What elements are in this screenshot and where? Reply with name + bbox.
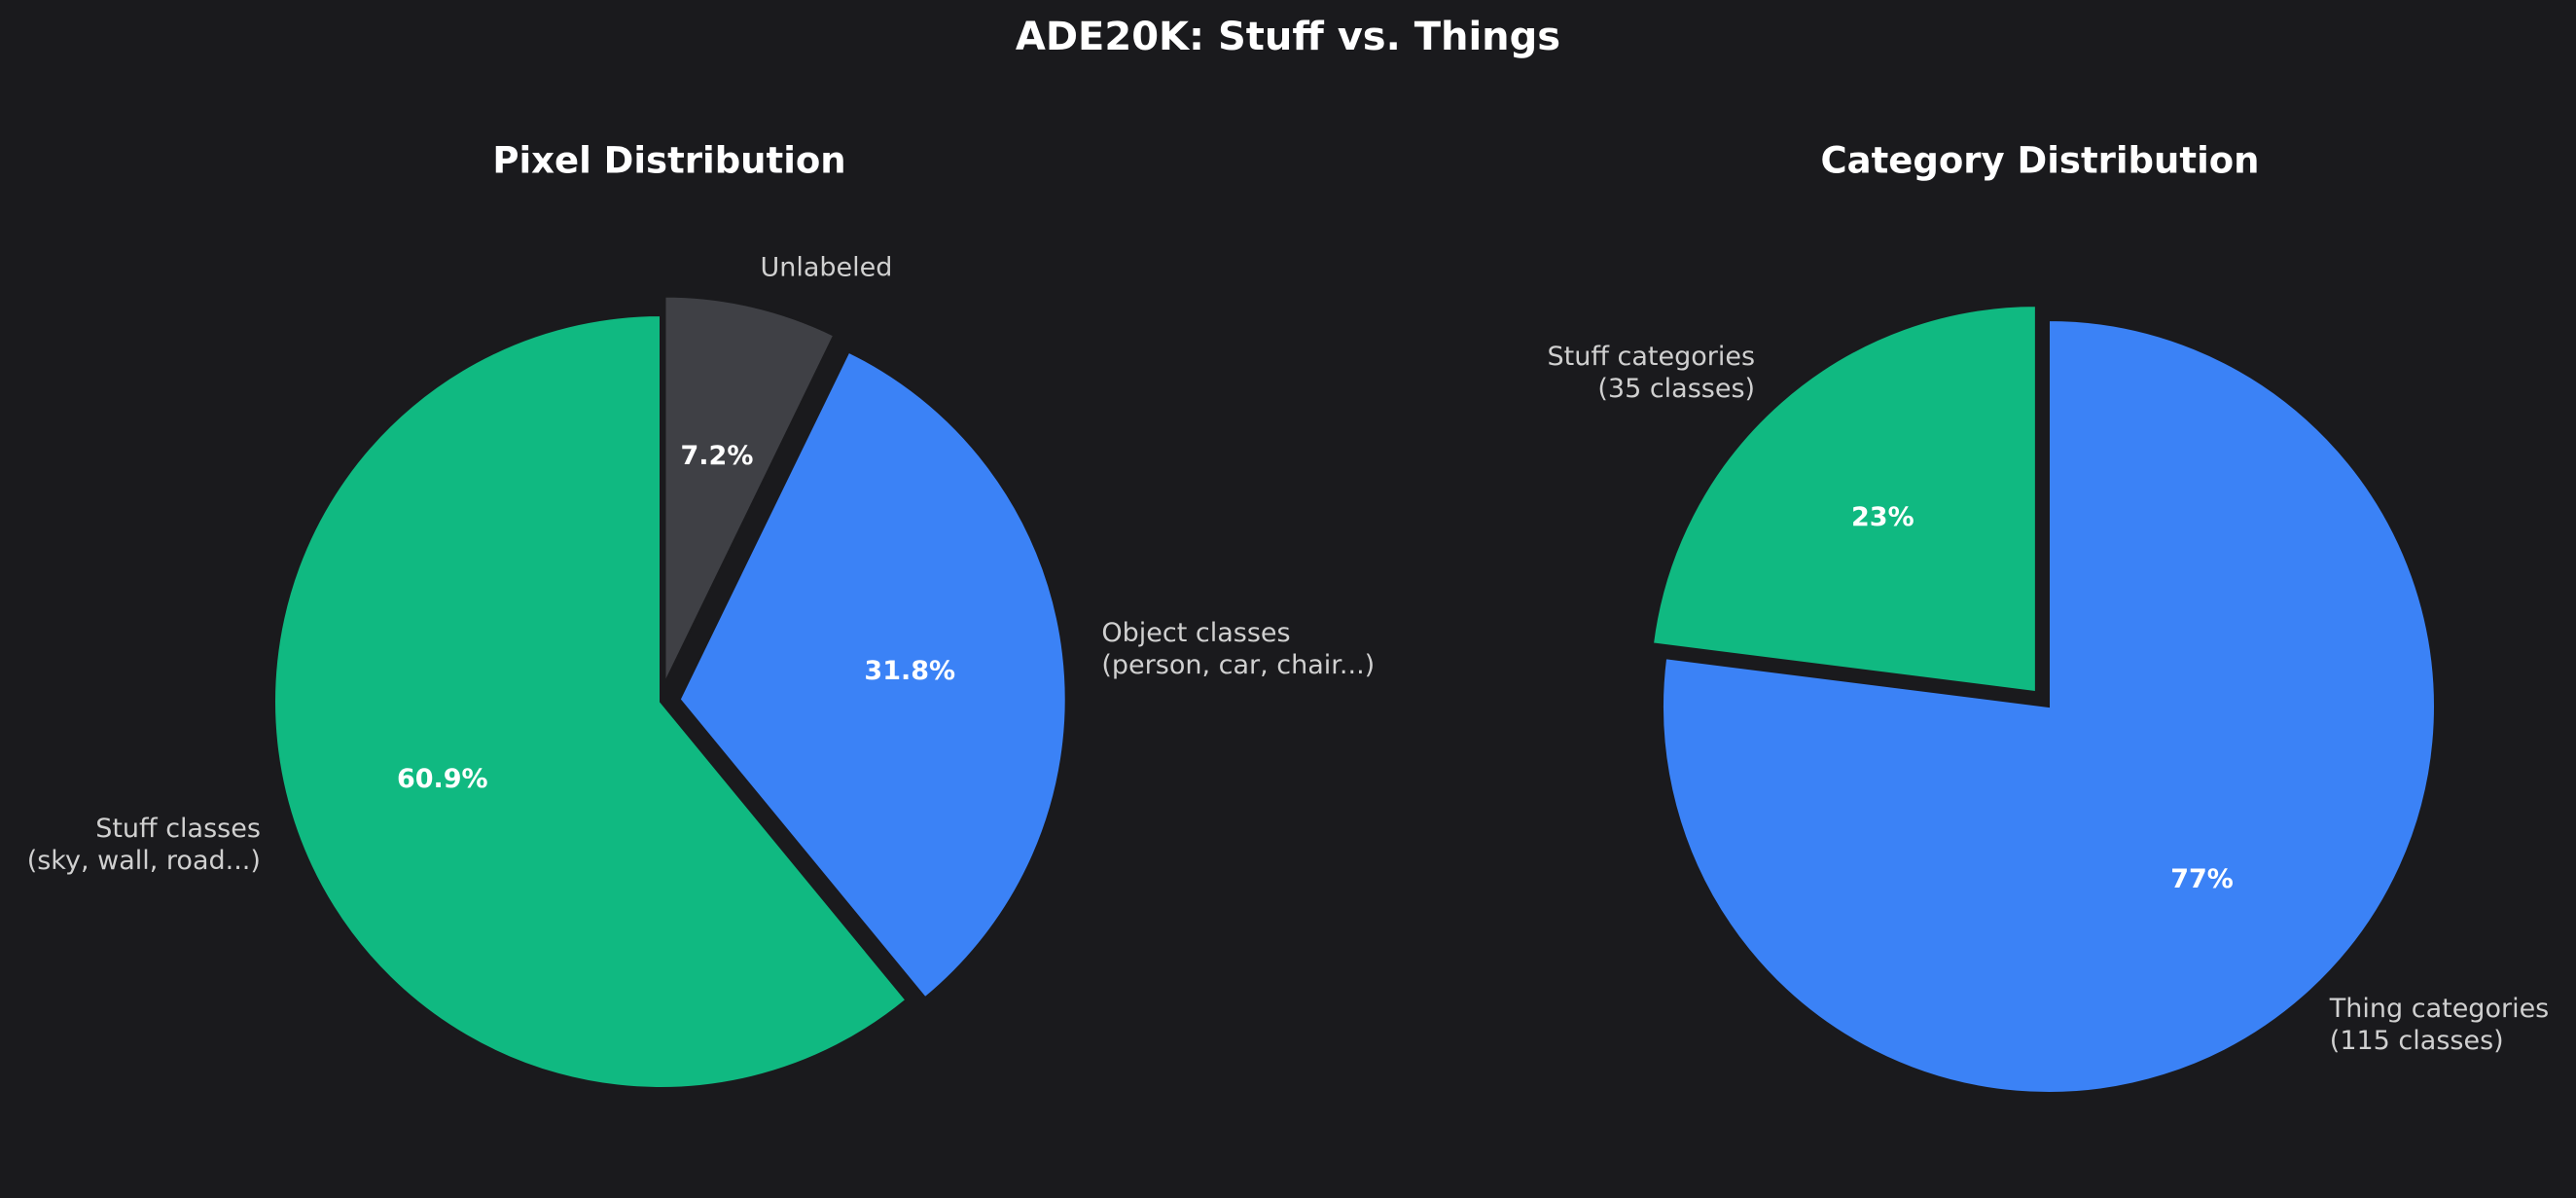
slice-percent-label: 60.9% [397,764,488,794]
pie-slice [273,313,908,1089]
slice-percent-label: 23% [1851,502,1914,532]
pie-slice [1661,318,2436,1094]
slice-category-label: Stuff categories (35 classes) [1548,342,1756,404]
slice-category-label: Thing categories (115 classes) [2329,994,2549,1056]
chart-title: Pixel Distribution [492,140,845,182]
pie-slice [1651,305,2037,694]
pie-slice [663,295,836,684]
slice-category-label: Unlabeled [760,253,892,283]
slice-category-label: Object classes (person, car, chair...) [1101,617,1375,679]
slice-percent-label: 31.8% [864,656,955,686]
chart-title: Category Distribution [1820,140,2259,182]
pie-slice [678,350,1067,999]
slice-percent-label: 7.2% [680,441,753,471]
slice-category-label: Stuff classes (sky, wall, road...) [27,813,261,875]
slice-percent-label: 77% [2170,864,2234,894]
figure-title: ADE20K: Stuff vs. Things [1016,15,1560,59]
